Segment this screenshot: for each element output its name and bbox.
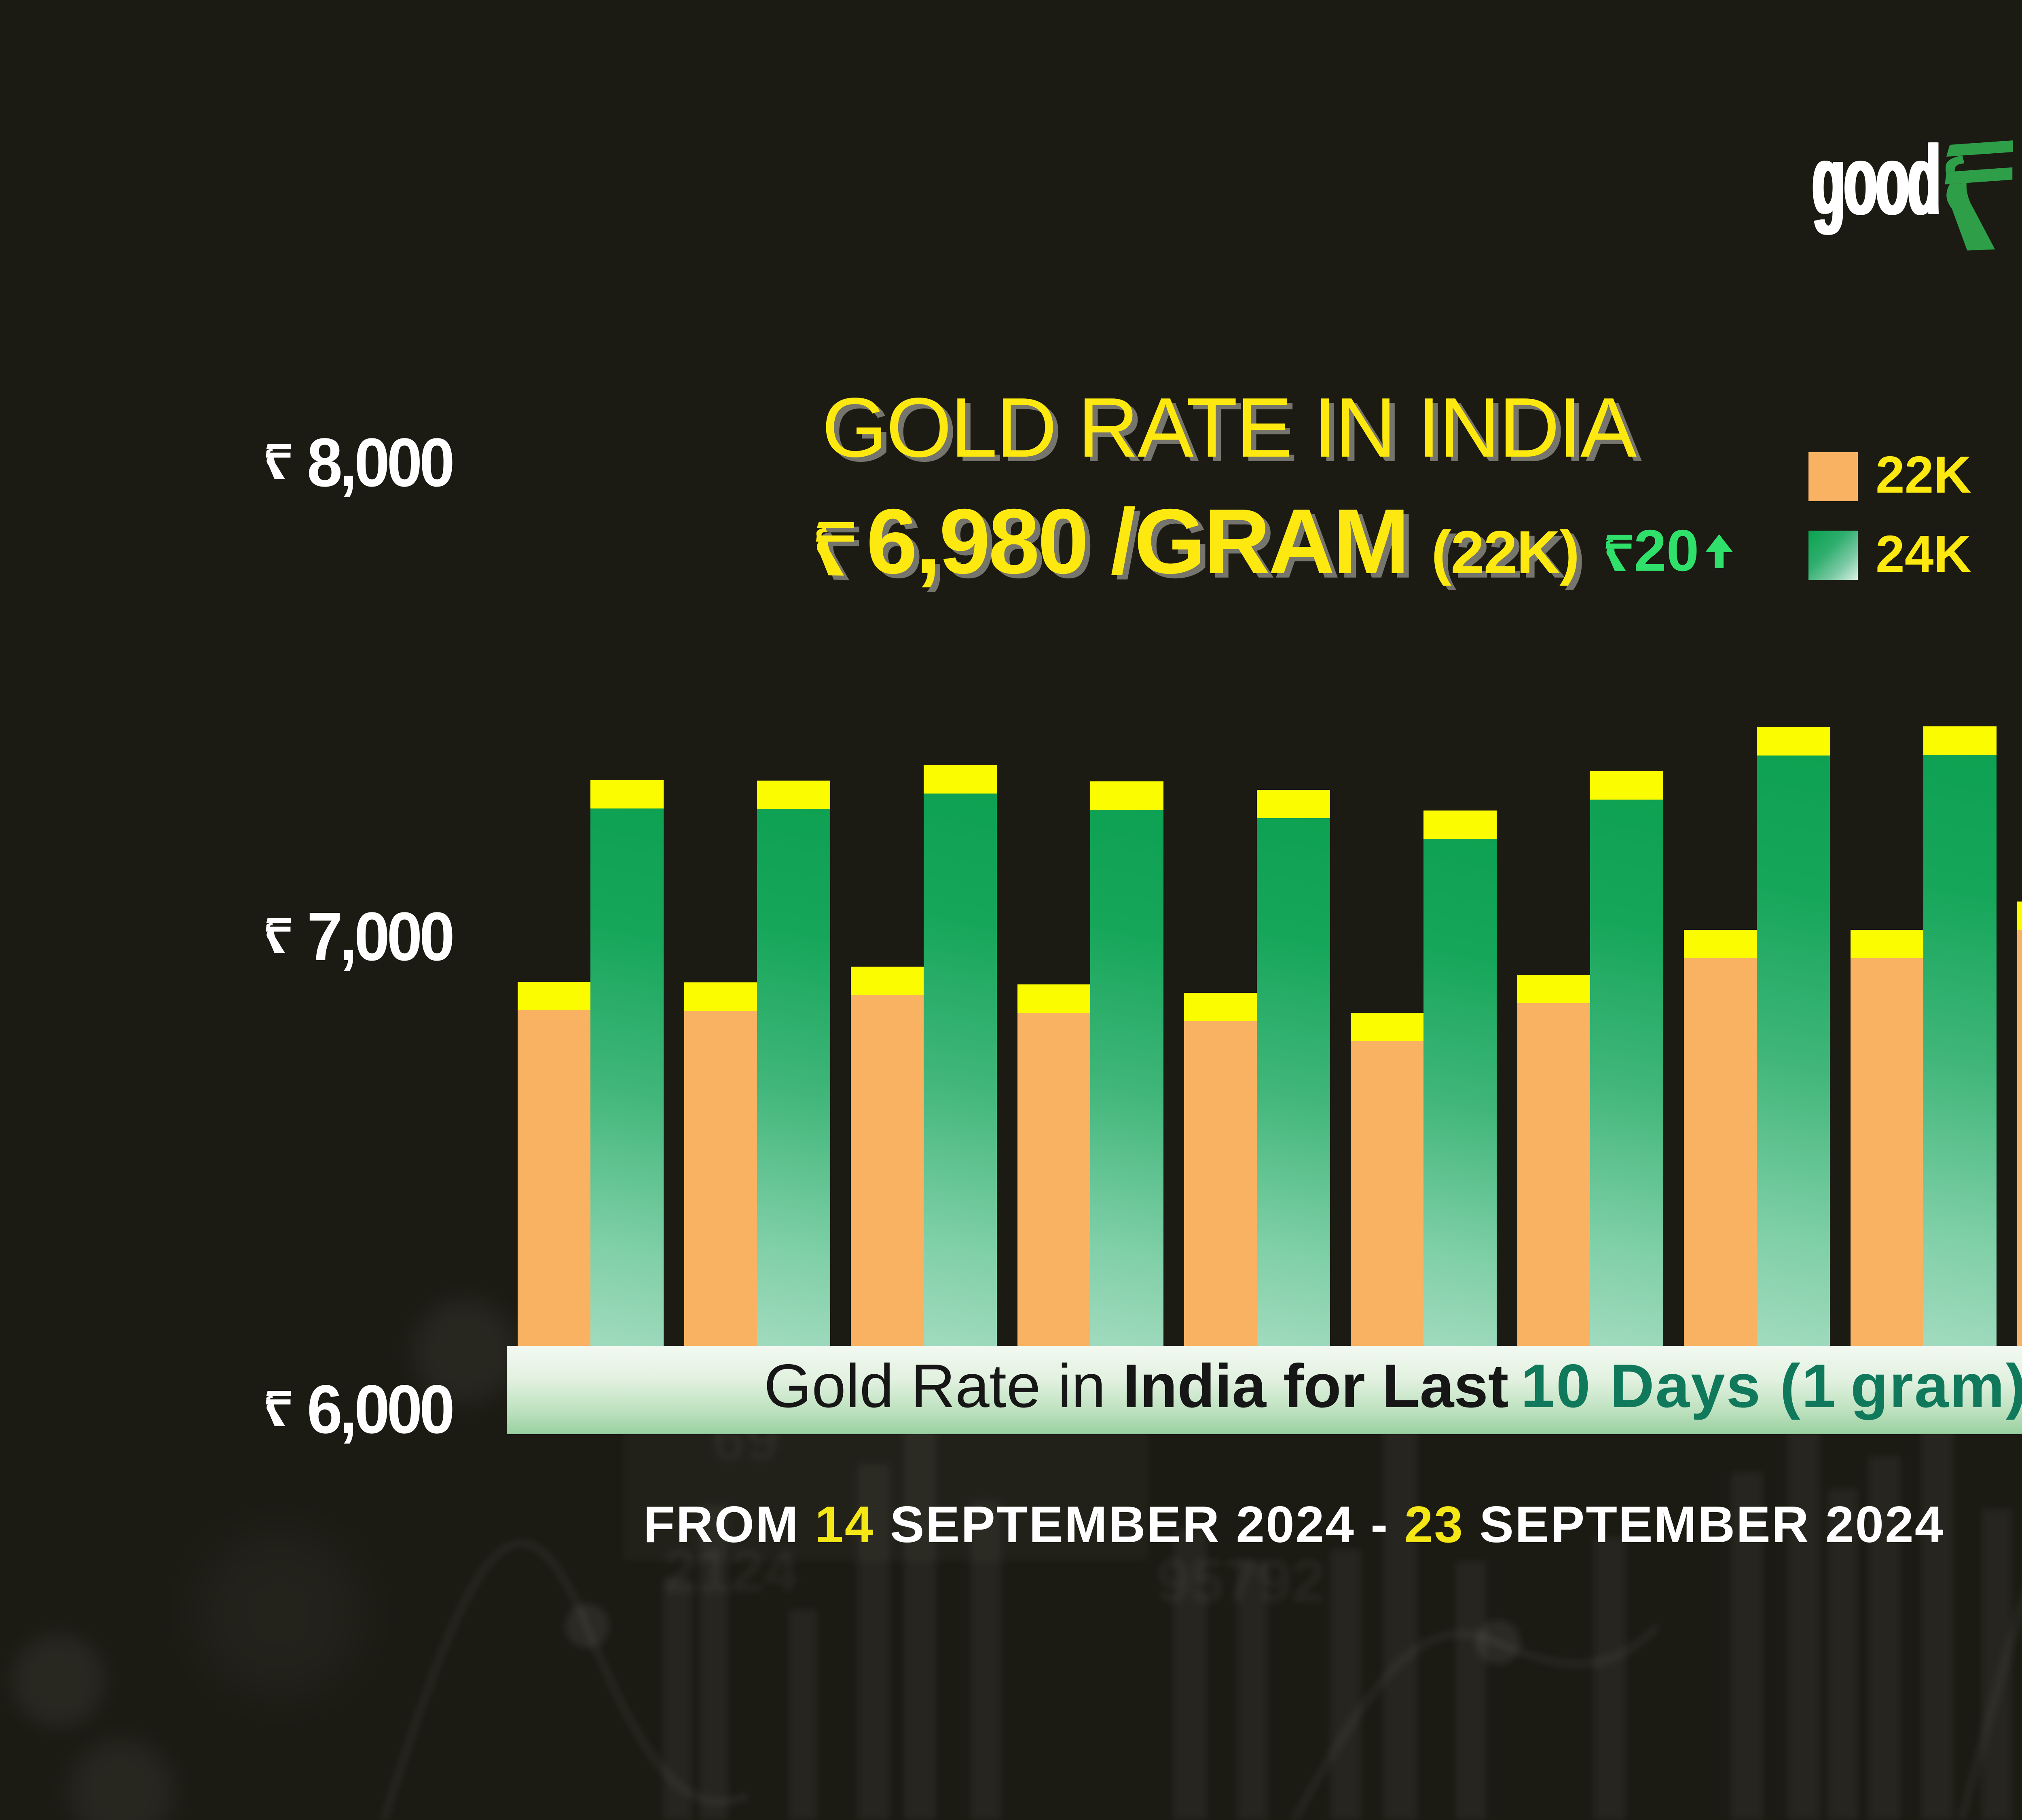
svg-text:2124: 2124 (663, 1536, 798, 1604)
svg-text:95792: 95792 (1157, 1547, 1325, 1615)
